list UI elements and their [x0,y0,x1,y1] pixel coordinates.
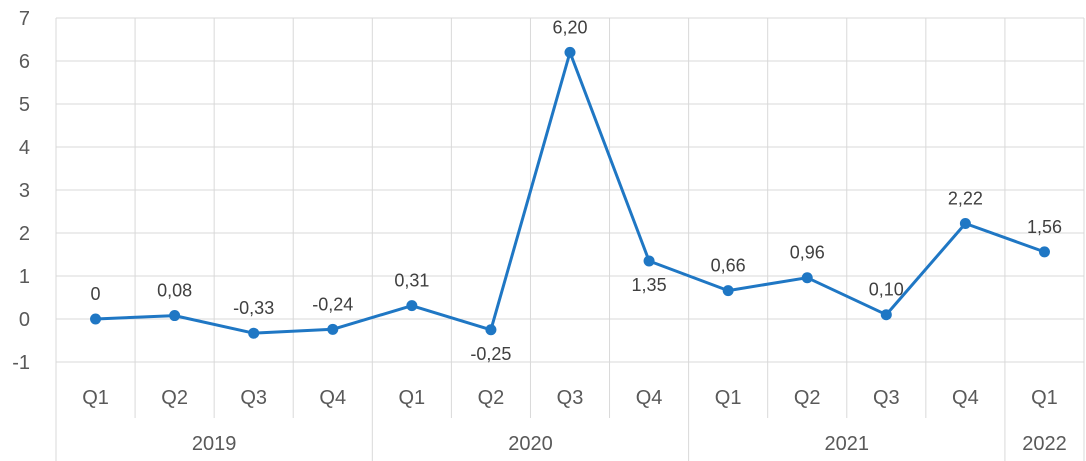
y-tick-label: 1 [19,266,30,288]
quarter-label: Q3 [557,387,584,409]
data-point [406,300,418,312]
quarter-label: Q2 [478,387,505,409]
y-tick-label: 0 [19,309,30,331]
x-axis-quarter-labels: Q1 Q2 Q3 Q4 Q1 Q2 Q3 Q4 Q1 Q2 Q3 Q4 Q1 [82,387,1058,409]
data-label: -0,33 [233,298,274,318]
data-label: 0 [91,284,101,304]
y-axis-tick-labels: -1 0 1 2 3 4 5 6 7 [12,8,30,374]
y-tick-label: -1 [12,352,30,374]
gridlines [55,17,1085,363]
data-point [801,272,813,284]
data-point [722,285,734,297]
year-label: 2020 [508,433,553,455]
data-label: 0,31 [394,271,429,291]
y-tick-label: 7 [19,8,30,30]
data-point [564,46,576,58]
quarter-label: Q3 [240,387,267,409]
data-label: 2,22 [948,189,983,209]
data-series [90,46,1050,339]
data-point [959,218,971,230]
year-label: 2019 [192,433,237,455]
data-label: 0,96 [790,243,825,263]
data-label: 0,10 [869,280,904,300]
y-tick-label: 5 [19,94,30,116]
quarter-label: Q4 [952,387,979,409]
data-point [880,309,892,321]
data-point [1038,246,1050,258]
data-label: 0,08 [157,281,192,301]
quarter-label: Q1 [82,387,109,409]
data-label: -0,24 [312,294,353,314]
quarter-label: Q2 [794,387,821,409]
data-point [169,310,181,322]
category-separators [55,362,1085,461]
quarter-label: Q4 [319,387,346,409]
year-label: 2022 [1022,433,1067,455]
year-label: 2021 [825,433,870,455]
y-tick-label: 2 [19,223,30,245]
data-point [485,324,497,336]
data-label: 6,20 [552,17,587,37]
y-tick-label: 6 [19,51,30,73]
quarter-label: Q1 [1031,387,1058,409]
data-label: 1,35 [632,275,667,295]
x-axis-year-labels: 2019 2020 2021 2022 [192,433,1067,455]
quarter-label: Q4 [636,387,663,409]
data-point [248,327,260,339]
y-tick-label: 4 [19,137,30,159]
data-label: 1,56 [1027,217,1062,237]
quarter-label: Q1 [715,387,742,409]
quarter-label: Q3 [873,387,900,409]
data-point [90,313,102,325]
data-label: 0,66 [711,256,746,276]
quarter-label: Q2 [161,387,188,409]
y-tick-label: 3 [19,180,30,202]
data-point [643,255,655,267]
data-point [327,323,339,335]
quarter-label: Q1 [399,387,426,409]
data-labels: 0 0,08 -0,33 -0,24 0,31 -0,25 6,20 1,35 0,66 0,96… [91,17,1062,363]
data-label: -0,25 [470,344,511,364]
